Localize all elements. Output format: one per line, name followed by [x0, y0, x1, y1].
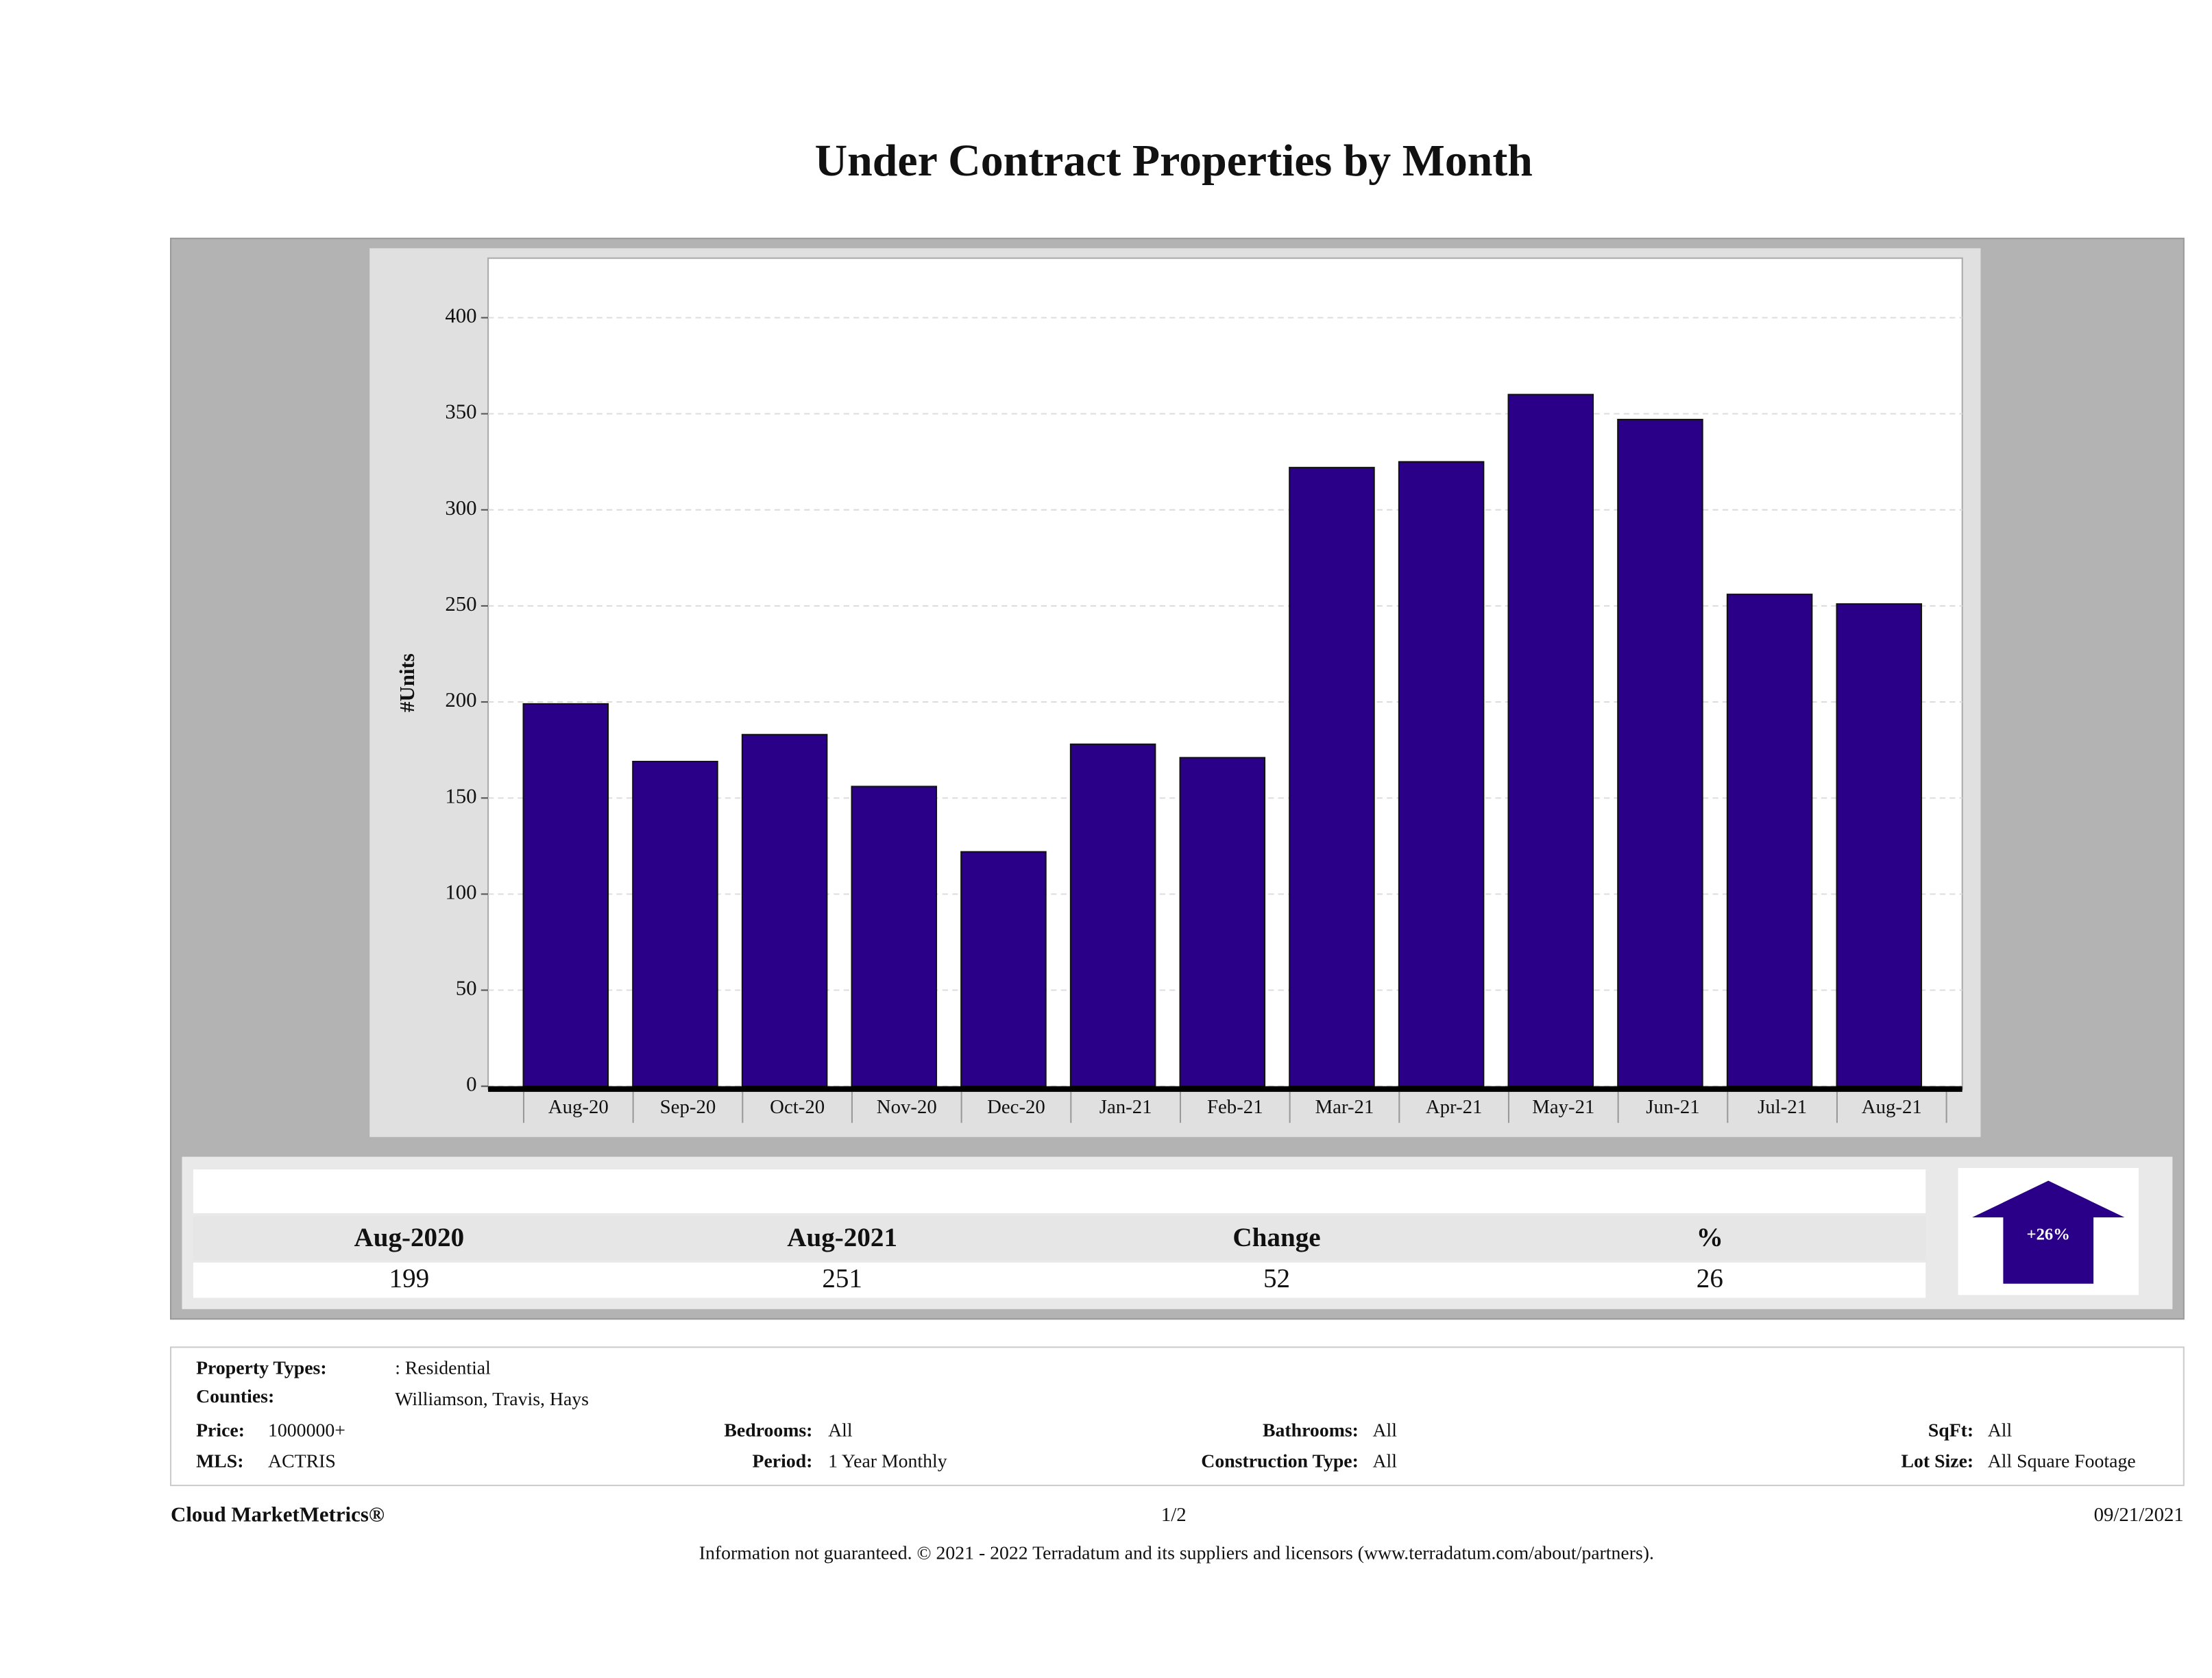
y-tick-label: 150: [445, 783, 476, 807]
footer-brand: Cloud MarketMetrics®: [171, 1502, 385, 1526]
summary-value: 199: [389, 1264, 430, 1293]
badge-label: +26%: [2027, 1225, 2070, 1243]
summary-value: 26: [1697, 1264, 1723, 1293]
badge-arrow: [1972, 1180, 2125, 1284]
y-tick-label: 200: [445, 688, 476, 712]
y-axis-label: #Units: [395, 653, 419, 712]
bar: [632, 760, 718, 1087]
filter-label: Lot Size:: [1901, 1451, 1974, 1472]
x-tick-label: Dec-20: [987, 1096, 1045, 1118]
filter-label: Counties:: [196, 1386, 274, 1407]
footer-disclaimer: Information not guaranteed. © 2021 - 202…: [699, 1542, 1654, 1564]
y-tick-label: 250: [445, 592, 476, 616]
bar: [1289, 467, 1375, 1087]
x-tick-label: Sep-20: [660, 1096, 716, 1118]
x-tick-label: Mar-21: [1315, 1096, 1374, 1118]
bar: [741, 733, 828, 1087]
bar: [1617, 419, 1703, 1087]
filter-label: Property Types:: [196, 1358, 326, 1379]
bar: [1726, 594, 1813, 1087]
footer-page: 1/2: [1161, 1504, 1187, 1526]
bar: [851, 786, 938, 1087]
x-tick-label: Jul-21: [1758, 1096, 1807, 1118]
y-tick-label: 350: [445, 400, 476, 424]
filters-box: [170, 1346, 2185, 1487]
summary-header: Aug-2021: [787, 1223, 897, 1252]
filter-value: Williamson, Travis, Hays: [395, 1389, 589, 1410]
filter-value: All Square Footage: [1988, 1451, 2136, 1472]
filter-label: MLS:: [196, 1451, 243, 1472]
filter-value: ACTRIS: [268, 1451, 336, 1472]
filter-label: Bathrooms:: [1263, 1420, 1359, 1441]
summary-header: Aug-2020: [354, 1223, 464, 1252]
x-tick-label: Feb-21: [1207, 1096, 1263, 1118]
filter-label: Construction Type:: [1201, 1451, 1359, 1472]
filter-label: Bedrooms:: [724, 1420, 812, 1441]
filter-label: Period:: [753, 1451, 813, 1472]
x-tick-label: Aug-20: [548, 1096, 609, 1118]
y-tick-label: 100: [445, 879, 476, 903]
filter-value: All: [828, 1420, 853, 1441]
filter-value: All: [1372, 1420, 1397, 1441]
bar: [1398, 461, 1485, 1087]
bar: [1836, 603, 1923, 1087]
x-tick-label: Jun-21: [1646, 1096, 1699, 1118]
bar: [1507, 393, 1594, 1087]
summary-value: 52: [1263, 1264, 1290, 1293]
filter-value: : Residential: [395, 1358, 491, 1379]
filter-value: All: [1988, 1420, 2013, 1441]
footer-date: 09/21/2021: [2094, 1504, 2184, 1526]
x-tick-label: Apr-21: [1426, 1096, 1483, 1118]
y-tick-label: 50: [456, 976, 477, 1000]
filter-label: Price:: [196, 1420, 245, 1441]
x-tick-label: May-21: [1532, 1096, 1594, 1118]
summary-row: [193, 1169, 1926, 1213]
chart-title: Under Contract Properties by Month: [815, 136, 1533, 186]
x-tick-label: Oct-20: [770, 1096, 825, 1118]
summary-header-row: [193, 1216, 1926, 1260]
filter-value: 1 Year Monthly: [828, 1451, 947, 1472]
y-tick-label: 0: [466, 1072, 476, 1096]
summary-header: %: [1697, 1223, 1723, 1252]
filter-label: SqFt:: [1928, 1420, 1973, 1441]
bar: [1179, 757, 1266, 1087]
x-tick-label: Nov-20: [877, 1096, 937, 1118]
y-tick-label: 300: [445, 496, 476, 520]
y-tick-label: 400: [445, 304, 476, 328]
summary-value-row: [193, 1262, 1926, 1298]
bar: [960, 851, 1047, 1087]
summary-value: 251: [822, 1264, 862, 1293]
filter-value: All: [1372, 1451, 1397, 1472]
summary-header: Change: [1232, 1223, 1320, 1252]
filter-value: 1000000+: [268, 1420, 345, 1441]
x-tick-label: Jan-21: [1099, 1096, 1152, 1118]
bar: [522, 703, 609, 1087]
bar: [1069, 743, 1156, 1087]
x-tick-label: Aug-21: [1862, 1096, 1922, 1118]
